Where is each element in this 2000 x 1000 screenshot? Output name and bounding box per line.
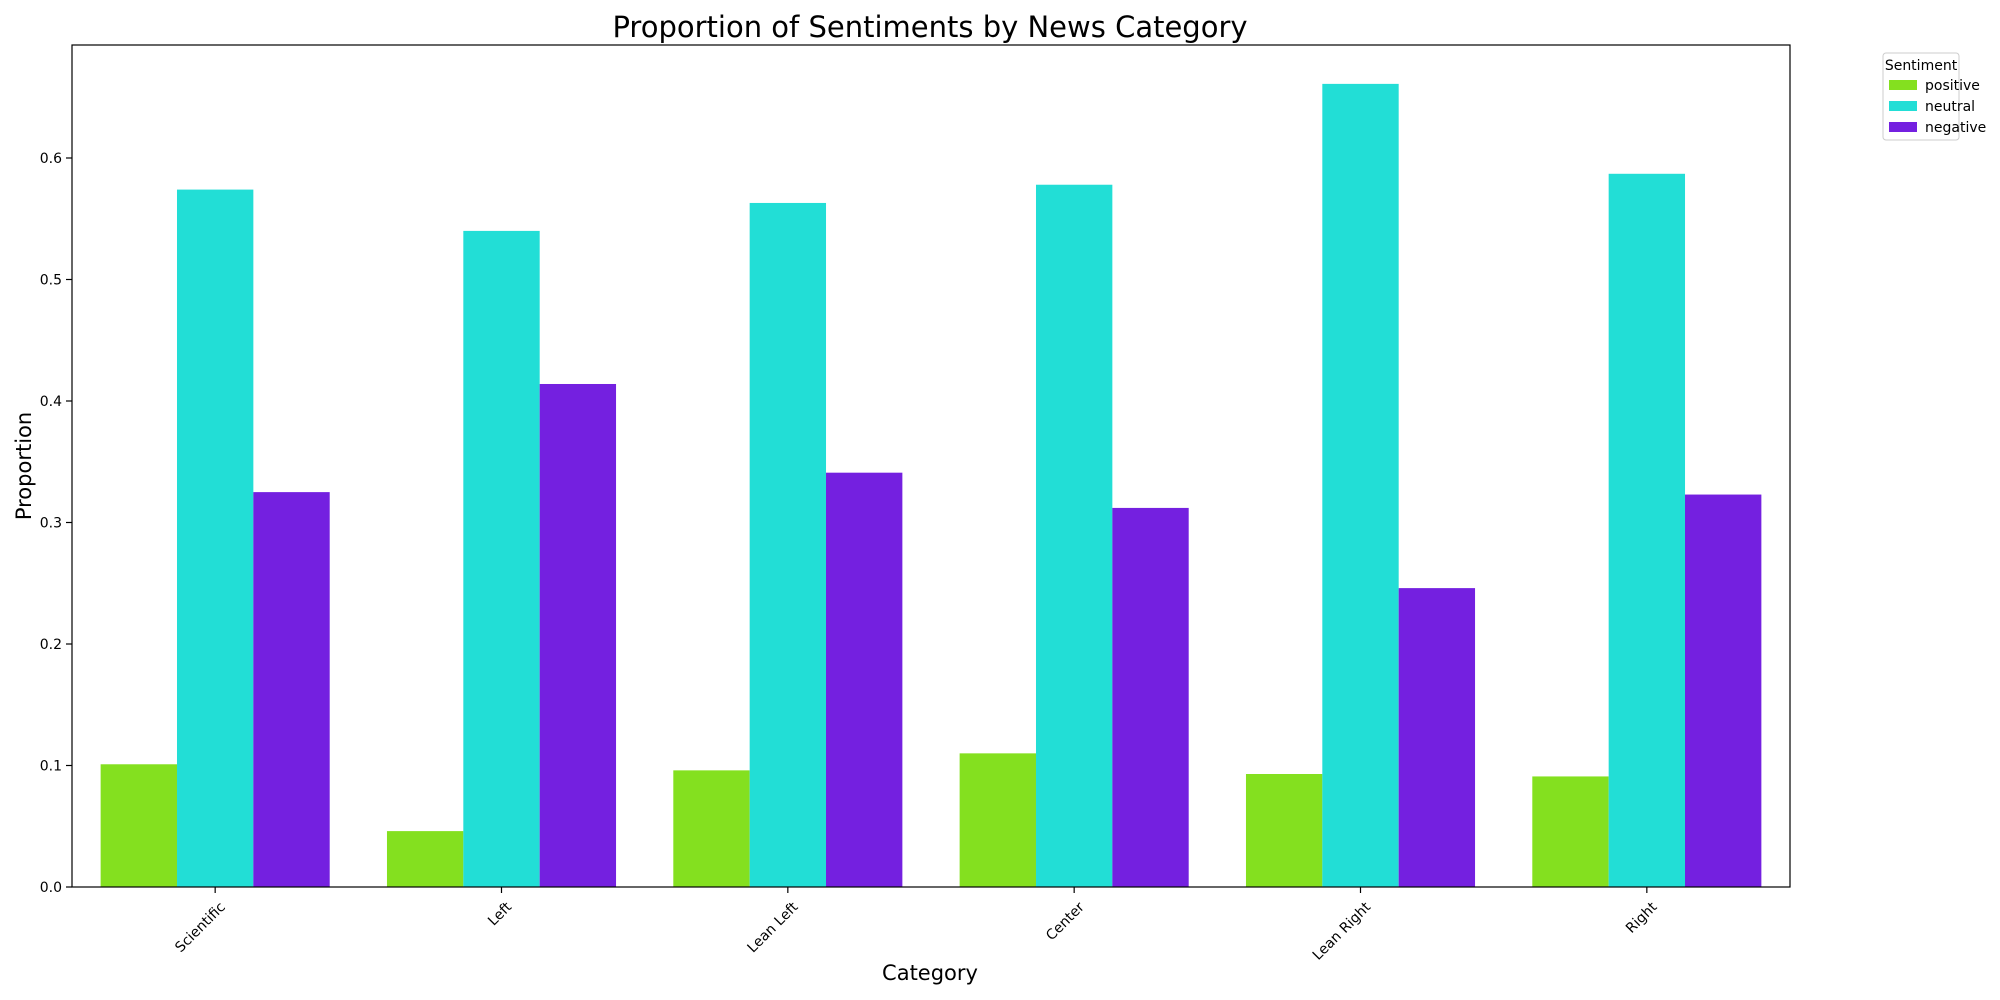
x-tick-label-lean-left: Lean Left <box>745 899 802 956</box>
x-tick-label-scientific: Scientific <box>172 899 228 955</box>
bar-scientific-negative <box>253 492 330 887</box>
bar-right-neutral <box>1608 173 1686 888</box>
bars-group <box>100 83 1762 888</box>
legend-label-negative: negative <box>1925 120 1986 136</box>
bar-center-negative <box>1112 507 1189 887</box>
y-tick-label: 0.0 <box>40 880 62 896</box>
bar-right-positive <box>1532 776 1609 887</box>
bar-lean-left-positive <box>673 770 750 887</box>
bar-left-negative <box>539 383 617 887</box>
legend-swatch-neutral <box>1889 101 1917 111</box>
y-axis-title: Proportion <box>12 412 36 520</box>
bar-left-positive <box>386 831 464 887</box>
bar-lean-left-neutral <box>749 202 827 887</box>
legend: Sentiment positive neutral negative <box>1882 52 1986 141</box>
x-tick-label-right: Right <box>1623 899 1661 937</box>
y-tick-label: 0.2 <box>40 637 62 653</box>
y-tick-label: 0.3 <box>40 515 62 531</box>
x-tick-label-left: Left <box>485 899 515 929</box>
bar-center-neutral <box>1035 184 1113 888</box>
legend-swatch-positive <box>1889 80 1917 90</box>
y-axis: 0.0 0.1 0.2 0.3 0.4 0.5 0.6 <box>40 151 72 896</box>
legend-title: Sentiment <box>1885 58 1958 74</box>
y-tick-label: 0.5 <box>40 272 62 288</box>
bar-left-neutral <box>463 230 540 887</box>
x-tick-label-lean-right: Lean Right <box>1310 899 1375 964</box>
bar-scientific-neutral <box>176 189 254 888</box>
bar-lean-right-neutral <box>1322 83 1399 887</box>
bar-lean-right-positive <box>1245 774 1323 887</box>
x-axis-title: Category <box>882 961 978 985</box>
y-tick-label: 0.6 <box>40 151 62 167</box>
y-tick-label: 0.1 <box>40 758 62 774</box>
plot-frame <box>71 44 1791 888</box>
chart-title: Proportion of Sentiments by News Categor… <box>612 10 1247 44</box>
y-tick-label: 0.4 <box>40 394 62 410</box>
x-tick-label-center: Center <box>1043 899 1088 944</box>
x-axis: Scientific Left Lean Left Center Lean Right R… <box>172 887 1661 964</box>
legend-label-neutral: neutral <box>1925 99 1975 115</box>
bar-center-positive <box>959 753 1036 887</box>
bar-scientific-positive <box>100 764 177 887</box>
bar-lean-right-negative <box>1398 588 1476 887</box>
legend-swatch-negative <box>1889 122 1917 132</box>
legend-label-positive: positive <box>1925 78 1980 94</box>
legend-box <box>1882 52 1960 141</box>
bar-lean-left-negative <box>826 472 903 887</box>
bar-right-negative <box>1685 494 1762 887</box>
